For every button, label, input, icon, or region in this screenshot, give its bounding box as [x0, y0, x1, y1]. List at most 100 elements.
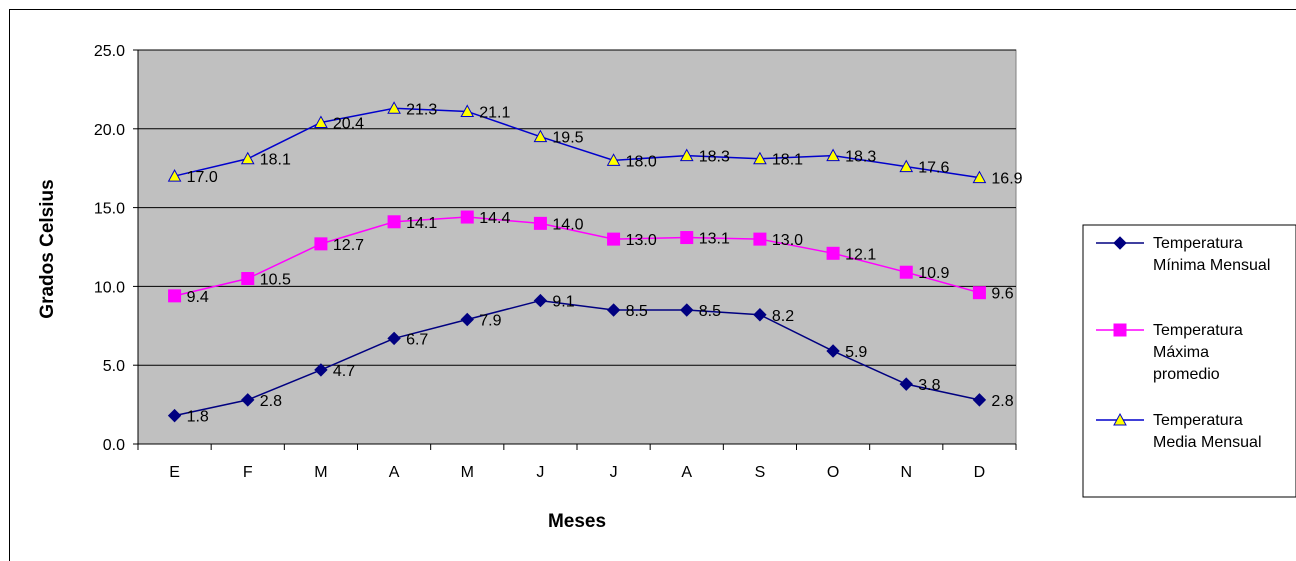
marker-square — [533, 216, 547, 230]
marker-triangle — [460, 104, 475, 117]
legend-label: Máxima — [1153, 344, 1209, 361]
series-layer — [167, 101, 987, 423]
marker-square — [607, 232, 621, 246]
data-label: 16.9 — [991, 171, 1022, 188]
data-label: 18.1 — [260, 152, 291, 169]
marker-square — [680, 231, 694, 245]
marker-diamond — [826, 344, 840, 358]
series-line — [174, 107, 980, 179]
y-tick-label: 10.0 — [94, 279, 125, 296]
marker-square — [387, 215, 401, 229]
plot-area — [137, 49, 1017, 445]
marker-diamond — [241, 393, 255, 407]
data-label: 18.0 — [626, 153, 657, 170]
legend-label: Mínima Mensual — [1153, 257, 1270, 274]
data-label: 8.2 — [772, 308, 794, 325]
x-tick-label: M — [461, 464, 474, 481]
marker-diamond — [460, 312, 474, 327]
marker-square — [460, 210, 474, 224]
data-label: 8.5 — [626, 303, 648, 320]
data-label: 18.3 — [699, 149, 730, 166]
data-label: 21.3 — [406, 101, 437, 118]
data-label: 18.3 — [845, 149, 876, 166]
data-label: 19.5 — [552, 130, 583, 147]
data-label: 8.5 — [699, 303, 721, 320]
marker-triangle — [167, 169, 182, 182]
marker-diamond — [606, 303, 621, 317]
data-label: 10.9 — [918, 265, 949, 282]
gridlines — [138, 49, 1016, 366]
marker-diamond — [899, 377, 913, 391]
data-label: 4.7 — [333, 363, 355, 380]
series-1 — [167, 293, 987, 423]
marker-diamond — [1113, 236, 1127, 250]
marker-triangle — [899, 159, 914, 173]
marker-square — [753, 232, 767, 246]
y-tick-label: 0.0 — [103, 437, 125, 454]
marker-triangle — [533, 129, 548, 143]
data-label: 9.1 — [552, 294, 574, 311]
chart-frame — [9, 9, 1296, 561]
marker-diamond — [753, 308, 767, 322]
data-label: 12.1 — [845, 246, 876, 263]
x-axis-title: Meses — [548, 511, 606, 532]
data-label: 10.5 — [260, 272, 291, 289]
data-label: 18.1 — [772, 152, 803, 169]
data-label: 7.9 — [479, 312, 501, 329]
series-3 — [167, 101, 987, 184]
y-tick-label: 15.0 — [94, 201, 125, 218]
data-label: 13.0 — [626, 232, 657, 249]
marker-triangle — [679, 148, 694, 162]
x-tick-label: J — [610, 464, 618, 481]
data-label: 3.8 — [918, 377, 940, 394]
x-tick-label: S — [755, 464, 766, 481]
y-tick-label: 20.0 — [94, 122, 125, 139]
marker-triangle — [240, 151, 255, 165]
data-label: 2.8 — [991, 393, 1013, 410]
legend-label: Temperatura — [1153, 322, 1243, 339]
data-label: 5.9 — [845, 344, 867, 361]
data-label: 9.4 — [187, 289, 209, 306]
y-tick-label: 25.0 — [94, 43, 125, 60]
marker-triangle — [753, 151, 767, 165]
y-tick-label: 5.0 — [103, 358, 125, 375]
marker-diamond — [314, 363, 328, 377]
y-axis-title: Grados Celsius — [37, 179, 58, 318]
x-tick-label: A — [389, 464, 400, 481]
marker-square — [899, 265, 913, 279]
legend-label: promedio — [1153, 366, 1220, 383]
x-tick-label: E — [169, 464, 180, 481]
x-tick-label: N — [900, 464, 912, 481]
marker-triangle — [314, 115, 328, 128]
legend-entry-3: Temperatura Media Mensual — [1096, 412, 1262, 451]
data-label: 2.8 — [260, 393, 282, 410]
marker-triangle — [606, 153, 621, 166]
marker-triangle — [387, 101, 401, 114]
legend-label: Temperatura — [1153, 235, 1243, 252]
series-2 — [168, 210, 986, 303]
data-label: 21.1 — [479, 104, 510, 121]
marker-diamond — [387, 331, 401, 346]
data-label: 1.8 — [187, 409, 209, 426]
data-label: 17.6 — [918, 160, 949, 177]
marker-triangle — [1113, 412, 1127, 426]
marker-square — [314, 237, 328, 251]
axes: 0.0 5.0 10.0 15.0 20.0 25.0 E F M A M J J A S O N D — [94, 43, 1017, 481]
x-tick-label: F — [243, 464, 253, 481]
data-label: 9.6 — [991, 286, 1013, 303]
data-label: 13.1 — [699, 231, 730, 248]
legend: Temperatura Mínima Mensual Temperatura Máxi… — [1082, 224, 1296, 498]
x-tick-label: J — [536, 464, 544, 481]
x-tick-label: M — [314, 464, 327, 481]
legend-label: Media Mensual — [1153, 434, 1262, 451]
legend-box — [1082, 224, 1296, 498]
marker-diamond — [167, 408, 182, 423]
x-tick-label: A — [681, 464, 692, 481]
marker-diamond — [680, 303, 694, 317]
series-line — [174, 216, 980, 297]
series-line — [174, 299, 980, 417]
marker-square — [972, 286, 986, 300]
marker-triangle — [826, 148, 840, 162]
data-label: 14.4 — [479, 210, 510, 227]
data-label: 14.0 — [552, 216, 583, 233]
